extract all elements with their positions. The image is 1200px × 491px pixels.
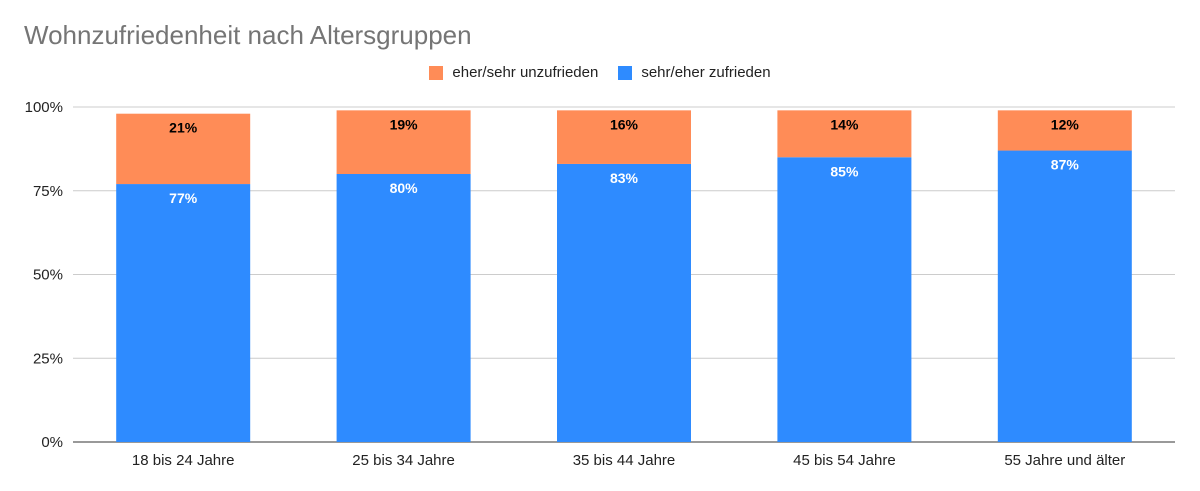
y-tick-label: 75%	[33, 183, 63, 200]
bar-segment-zufrieden	[997, 150, 1132, 443]
x-tick-label: 55 Jahre und älter	[1004, 452, 1125, 469]
data-label: 80%	[390, 180, 419, 196]
data-label: 21%	[169, 120, 198, 136]
bar-segment-unzufrieden	[116, 113, 251, 185]
data-label: 77%	[169, 190, 198, 206]
legend-label: eher/sehr unzufrieden	[452, 64, 599, 81]
legend-swatch	[429, 65, 444, 80]
legend-swatch	[618, 65, 633, 80]
bar-segment-zufrieden	[777, 157, 912, 442]
legend: eher/sehr unzufrieden sehr/eher zufrieden	[0, 64, 1200, 84]
data-label: 16%	[610, 116, 639, 132]
chart-title: Wohnzufriedenheit nach Altersgruppen	[24, 20, 472, 50]
legend-item: sehr/eher zufrieden	[618, 64, 771, 81]
bar-segment-unzufrieden	[336, 110, 471, 174]
bar-segment-zufrieden	[336, 174, 471, 442]
bar-segment-zufrieden	[116, 184, 251, 443]
y-tick-label: 0%	[41, 434, 63, 451]
y-tick-label: 50%	[33, 267, 63, 284]
data-label: 14%	[830, 116, 859, 132]
data-label: 12%	[1051, 116, 1080, 132]
legend-label: sehr/eher zufrieden	[641, 64, 771, 81]
x-tick-label: 18 bis 24 Jahre	[132, 452, 235, 469]
y-tick-label: 100%	[25, 99, 63, 116]
y-tick-label: 25%	[33, 350, 63, 367]
data-label: 87%	[1051, 157, 1080, 173]
x-tick-label: 35 bis 44 Jahre	[573, 452, 676, 469]
legend-item: eher/sehr unzufrieden	[429, 64, 598, 81]
data-label: 83%	[610, 170, 639, 186]
x-tick-label: 45 bis 54 Jahre	[793, 452, 896, 469]
data-label: 19%	[390, 116, 419, 132]
bar-segment-unzufrieden	[557, 110, 691, 164]
data-label: 85%	[830, 163, 859, 179]
bar-segment-zufrieden	[557, 163, 691, 442]
bar-segment-unzufrieden	[777, 110, 912, 158]
bar-segment-unzufrieden	[997, 110, 1132, 151]
x-tick-label: 25 bis 34 Jahre	[352, 452, 455, 469]
